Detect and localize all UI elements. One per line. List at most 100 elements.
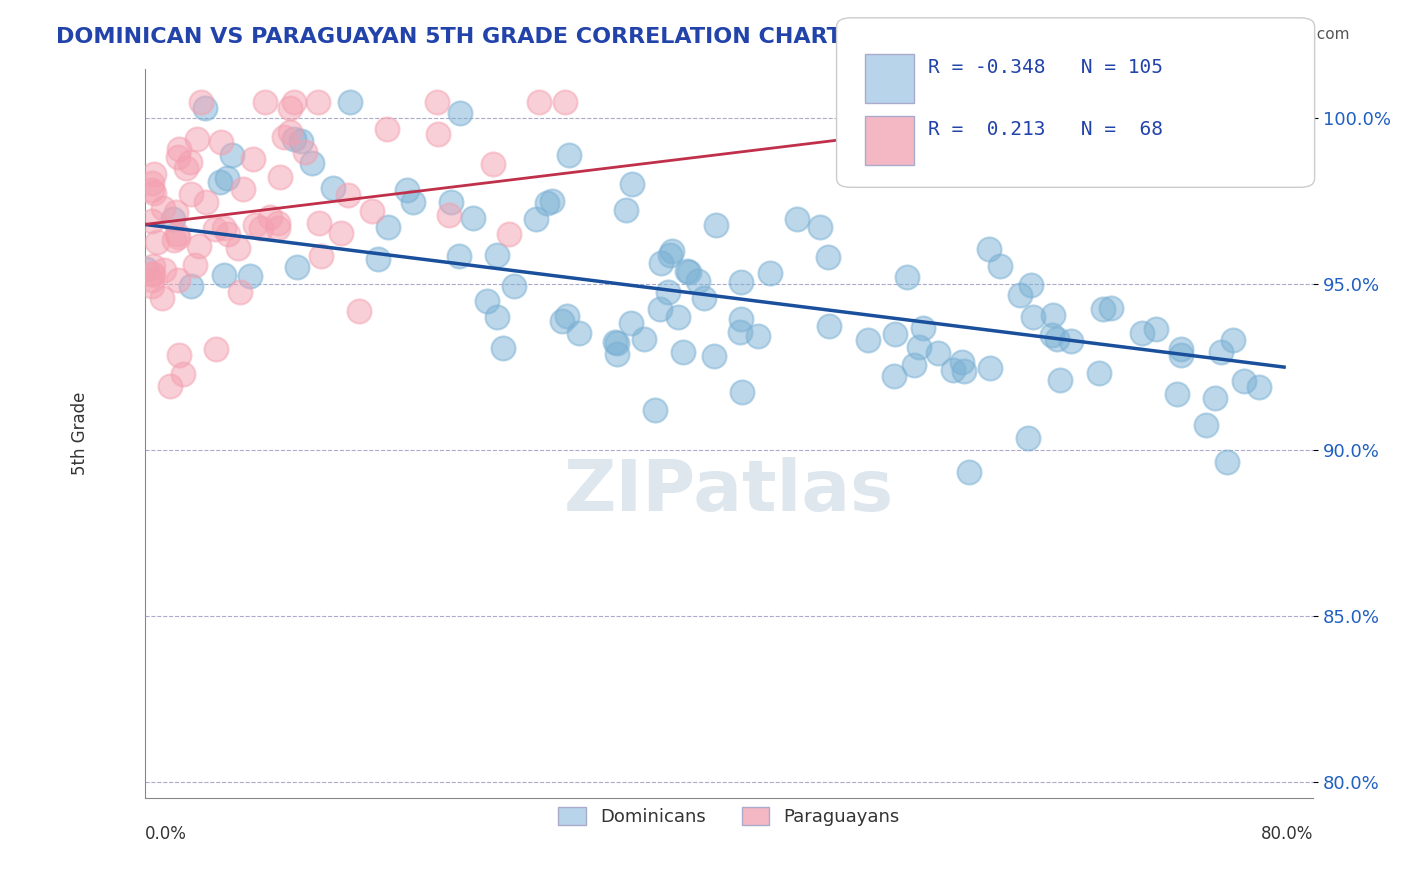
Point — [633, 332, 655, 346]
Point — [205, 342, 228, 356]
Point — [439, 194, 461, 209]
Point — [250, 220, 273, 235]
Point — [1222, 333, 1244, 347]
Point — [229, 285, 252, 300]
Text: ZIPatlas: ZIPatlas — [564, 458, 894, 526]
Point — [190, 95, 212, 109]
Point — [232, 182, 254, 196]
Point — [1144, 322, 1167, 336]
Point — [728, 325, 751, 339]
Point — [166, 230, 188, 244]
Point — [675, 264, 697, 278]
Point — [167, 150, 190, 164]
Point — [703, 349, 725, 363]
Point — [208, 176, 231, 190]
Point — [290, 134, 312, 148]
Point — [283, 95, 305, 109]
Point — [614, 202, 637, 217]
Point — [730, 276, 752, 290]
Point — [426, 127, 449, 141]
Point — [884, 326, 907, 341]
Point — [605, 334, 627, 349]
Point — [606, 347, 628, 361]
Point — [159, 379, 181, 393]
Point — [135, 262, 157, 277]
Point — [672, 344, 695, 359]
Point — [269, 170, 291, 185]
Point — [152, 202, 174, 216]
Point — [361, 204, 384, 219]
Point — [402, 195, 425, 210]
Point — [162, 234, 184, 248]
Point — [1247, 380, 1270, 394]
Point — [143, 168, 166, 182]
Point — [1042, 308, 1064, 322]
Point — [747, 328, 769, 343]
Point — [153, 263, 176, 277]
Point — [461, 211, 484, 225]
Point — [162, 212, 184, 227]
Point — [172, 367, 194, 381]
Point — [169, 348, 191, 362]
Point — [215, 171, 238, 186]
Point — [661, 244, 683, 258]
Point — [1017, 431, 1039, 445]
Point — [957, 465, 980, 479]
Point — [142, 259, 165, 273]
Point — [621, 177, 644, 191]
Point — [204, 222, 226, 236]
Point — [554, 95, 576, 109]
Point — [485, 247, 508, 261]
Text: Source: ZipAtlas.com: Source: ZipAtlas.com — [1187, 27, 1350, 42]
Point — [285, 260, 308, 275]
Point — [979, 242, 1001, 256]
Point — [950, 355, 973, 369]
Point — [688, 274, 710, 288]
Point — [329, 226, 352, 240]
Point — [180, 279, 202, 293]
Point — [527, 95, 550, 109]
Point — [1170, 348, 1192, 362]
Point — [212, 268, 235, 282]
Point — [1088, 366, 1111, 380]
Point — [491, 341, 513, 355]
Point — [141, 183, 163, 197]
Point — [141, 273, 163, 287]
Point — [693, 291, 716, 305]
Point — [808, 219, 831, 234]
Point — [1216, 455, 1239, 469]
Point — [1060, 334, 1083, 348]
Y-axis label: 5th Grade: 5th Grade — [72, 392, 89, 475]
Point — [666, 310, 689, 325]
Point — [194, 101, 217, 115]
Point — [817, 251, 839, 265]
Point — [648, 301, 671, 316]
Point — [142, 186, 165, 200]
Point — [883, 368, 905, 383]
Point — [146, 235, 169, 249]
Point — [524, 211, 547, 226]
Point — [449, 105, 471, 120]
Point — [180, 186, 202, 201]
Point — [278, 101, 301, 115]
Point — [1099, 301, 1122, 316]
Point — [503, 278, 526, 293]
Point — [347, 304, 370, 318]
Point — [280, 125, 302, 139]
Point — [485, 310, 508, 325]
Point — [186, 132, 208, 146]
Point — [283, 132, 305, 146]
Point — [267, 215, 290, 229]
Point — [322, 181, 344, 195]
Point — [818, 318, 841, 333]
Point — [336, 188, 359, 202]
Point — [437, 208, 460, 222]
Point — [307, 95, 329, 109]
Point — [242, 153, 264, 167]
Point — [498, 227, 520, 242]
Point — [558, 148, 581, 162]
Point — [221, 148, 243, 162]
Point — [1170, 342, 1192, 356]
Point — [301, 156, 323, 170]
Point — [209, 135, 232, 149]
